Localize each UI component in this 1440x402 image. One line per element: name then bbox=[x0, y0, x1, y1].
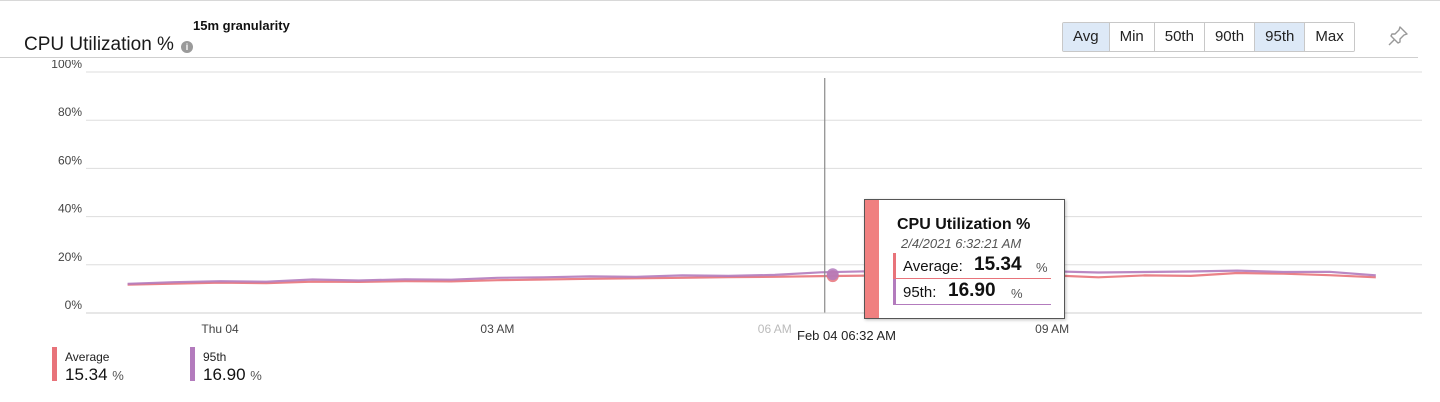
cpu-utilization-chart: 100% 80% 60% 40% 20% 0% Thu 04 03 AM 06 AM 09 AM bbox=[51, 60, 1422, 336]
hover-marker-95th bbox=[826, 268, 839, 281]
legend-number-average: 15.34 bbox=[65, 365, 108, 384]
tooltip-title: CPU Utilization % bbox=[897, 216, 1031, 233]
y-tick-label: 20% bbox=[58, 250, 82, 264]
info-icon[interactable]: i bbox=[181, 41, 193, 53]
legend-name-95th: 95th bbox=[203, 350, 227, 364]
x-tick-label: 03 AM bbox=[480, 322, 514, 336]
header-divider bbox=[0, 57, 1418, 58]
tooltip-row-95th: 95th: 16.90 % bbox=[893, 279, 1051, 305]
legend-unit-average: % bbox=[112, 368, 124, 383]
tooltip-swatch-average bbox=[893, 253, 896, 279]
x-tick-label: 06 AM bbox=[758, 322, 792, 336]
chart-title: CPU Utilization % bbox=[24, 34, 174, 55]
y-tick-label: 100% bbox=[51, 60, 82, 71]
tooltip-label-average: Average: bbox=[903, 258, 963, 275]
stat-button-avg[interactable]: Avg bbox=[1063, 23, 1110, 51]
stat-button-50th[interactable]: 50th bbox=[1154, 23, 1205, 51]
stat-button-90th[interactable]: 90th bbox=[1204, 23, 1256, 51]
series-line-95th bbox=[127, 269, 1376, 285]
y-tick-label: 60% bbox=[58, 153, 82, 167]
y-tick-label: 40% bbox=[58, 202, 82, 216]
legend-number-95th: 16.90 bbox=[203, 365, 246, 384]
tooltip-timestamp: 2/4/2021 6:32:21 AM bbox=[901, 236, 1022, 251]
top-border bbox=[0, 0, 1440, 1]
tooltip-color-bar bbox=[865, 200, 879, 318]
legend-unit-95th: % bbox=[250, 368, 262, 383]
tooltip-unit-average: % bbox=[1036, 260, 1048, 275]
granularity-label: 15m granularity bbox=[193, 18, 290, 33]
cursor-time-label: Feb 04 06:32 AM bbox=[797, 328, 897, 343]
y-tick-label: 0% bbox=[65, 298, 83, 312]
tooltip: CPU Utilization % 2/4/2021 6:32:21 AM Av… bbox=[864, 199, 1065, 319]
tooltip-value-95th: 16.90 bbox=[948, 280, 996, 301]
statistic-selector: Avg Min 50th 90th 95th Max bbox=[1062, 22, 1355, 52]
x-tick-label: Thu 04 bbox=[201, 322, 239, 336]
legend-swatch-average bbox=[52, 347, 57, 381]
y-tick-label: 80% bbox=[58, 105, 82, 119]
tooltip-unit-95th: % bbox=[1011, 286, 1023, 301]
x-tick-label: 09 AM bbox=[1035, 322, 1069, 336]
stat-button-min[interactable]: Min bbox=[1109, 23, 1155, 51]
legend-value-95th: 16.90 % bbox=[203, 365, 262, 385]
stat-button-95th[interactable]: 95th bbox=[1255, 23, 1306, 51]
legend-name-average: Average bbox=[65, 350, 110, 364]
tooltip-label-95th: 95th: bbox=[903, 284, 937, 301]
tooltip-underline-95th bbox=[893, 304, 1051, 305]
tooltip-row-average: Average: 15.34 % bbox=[893, 253, 1051, 279]
series-line-average bbox=[127, 271, 1376, 286]
legend-swatch-95th bbox=[190, 347, 195, 381]
tooltip-swatch-95th bbox=[893, 279, 896, 305]
pin-icon[interactable] bbox=[1386, 24, 1410, 48]
stat-button-max[interactable]: Max bbox=[1305, 23, 1354, 51]
tooltip-underline-average bbox=[893, 278, 1051, 279]
tooltip-value-average: 15.34 bbox=[974, 254, 1022, 275]
legend-value-average: 15.34 % bbox=[65, 365, 124, 385]
